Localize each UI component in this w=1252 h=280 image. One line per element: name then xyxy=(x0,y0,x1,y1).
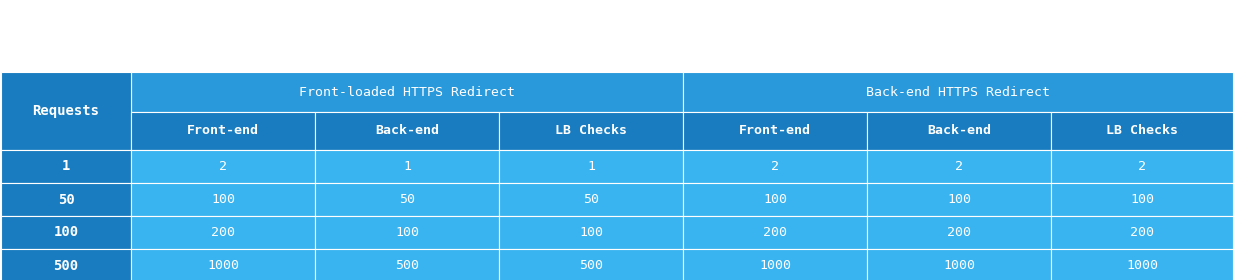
Bar xyxy=(866,216,1050,249)
Text: 1000: 1000 xyxy=(943,259,975,272)
Bar xyxy=(684,216,866,249)
Text: 100: 100 xyxy=(212,193,235,206)
Text: 500: 500 xyxy=(394,259,419,272)
Text: 500: 500 xyxy=(54,258,79,272)
Bar xyxy=(131,249,316,280)
Bar xyxy=(500,183,684,216)
Text: 2: 2 xyxy=(1138,160,1146,173)
Text: 50: 50 xyxy=(399,193,414,206)
Text: 2: 2 xyxy=(771,160,779,173)
Bar xyxy=(316,150,500,183)
Bar xyxy=(684,183,866,216)
Text: 2: 2 xyxy=(219,160,227,173)
Bar xyxy=(131,150,316,183)
Bar xyxy=(684,112,866,150)
Bar xyxy=(1050,216,1233,249)
Bar xyxy=(500,112,684,150)
Bar xyxy=(684,249,866,280)
Bar xyxy=(1,249,131,280)
Text: Front-end: Front-end xyxy=(187,125,259,137)
Text: Back-end HTTPS Redirect: Back-end HTTPS Redirect xyxy=(866,85,1050,99)
Bar xyxy=(500,216,684,249)
Text: Back-end: Back-end xyxy=(926,125,992,137)
Bar xyxy=(866,150,1050,183)
Bar xyxy=(684,150,866,183)
Text: 1: 1 xyxy=(587,160,595,173)
Bar xyxy=(866,249,1050,280)
Text: 200: 200 xyxy=(947,226,972,239)
Bar xyxy=(684,72,1233,112)
Bar xyxy=(316,183,500,216)
Text: 1000: 1000 xyxy=(1126,259,1158,272)
Text: 100: 100 xyxy=(578,226,603,239)
Text: Requests: Requests xyxy=(33,104,99,118)
Bar xyxy=(500,150,684,183)
Text: 200: 200 xyxy=(762,226,788,239)
Bar xyxy=(1050,112,1233,150)
Text: 2: 2 xyxy=(955,160,963,173)
Text: Front-loaded HTTPS Redirect: Front-loaded HTTPS Redirect xyxy=(299,85,515,99)
Bar xyxy=(500,249,684,280)
Bar xyxy=(131,72,684,112)
Text: 1000: 1000 xyxy=(207,259,239,272)
Bar xyxy=(866,183,1050,216)
Bar xyxy=(316,112,500,150)
Text: 500: 500 xyxy=(578,259,603,272)
Text: 200: 200 xyxy=(1131,226,1154,239)
Text: LB Checks: LB Checks xyxy=(555,125,627,137)
Bar xyxy=(316,249,500,280)
Bar xyxy=(1050,150,1233,183)
Text: 1: 1 xyxy=(403,160,411,173)
Bar xyxy=(131,183,316,216)
Text: 50: 50 xyxy=(58,193,74,207)
Bar xyxy=(1,150,131,183)
Text: 100: 100 xyxy=(54,225,79,239)
Text: 1: 1 xyxy=(61,160,70,174)
Bar xyxy=(131,112,316,150)
Text: 1000: 1000 xyxy=(759,259,791,272)
Text: 100: 100 xyxy=(394,226,419,239)
Text: Front-end: Front-end xyxy=(739,125,811,137)
Text: 200: 200 xyxy=(212,226,235,239)
Bar xyxy=(131,216,316,249)
Bar xyxy=(1,72,131,150)
Text: Back-end: Back-end xyxy=(376,125,439,137)
Bar xyxy=(1,183,131,216)
Bar xyxy=(866,112,1050,150)
Text: 50: 50 xyxy=(583,193,598,206)
Text: LB Checks: LB Checks xyxy=(1106,125,1178,137)
Text: 100: 100 xyxy=(947,193,972,206)
Bar xyxy=(316,216,500,249)
Text: 100: 100 xyxy=(762,193,788,206)
Bar xyxy=(1050,249,1233,280)
Text: 100: 100 xyxy=(1131,193,1154,206)
Bar xyxy=(1,216,131,249)
Bar xyxy=(1050,183,1233,216)
